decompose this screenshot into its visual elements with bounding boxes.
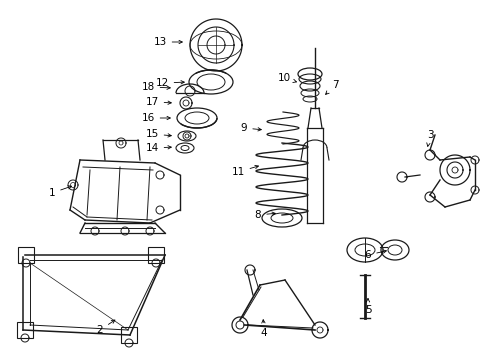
Text: 8: 8 [254,210,275,220]
Text: 18: 18 [141,82,170,92]
Text: 7: 7 [325,80,338,94]
Bar [148,247,163,263]
Text: 16: 16 [141,113,170,123]
Text: 4: 4 [260,320,267,338]
Text: 3: 3 [426,130,432,147]
Text: 15: 15 [145,129,171,139]
Text: 2: 2 [97,320,115,335]
Bar [17,322,33,338]
Text: 1: 1 [49,186,71,198]
Text: 11: 11 [231,165,258,177]
Text: 5: 5 [364,299,370,315]
Text: 9: 9 [240,123,261,133]
Text: 17: 17 [145,97,171,107]
Text: 10: 10 [277,73,296,83]
Bar [18,247,34,263]
Bar [121,327,137,343]
Text: 13: 13 [153,37,182,47]
Text: 12: 12 [155,78,184,88]
Text: 14: 14 [145,143,171,153]
Text: 6: 6 [364,250,386,260]
